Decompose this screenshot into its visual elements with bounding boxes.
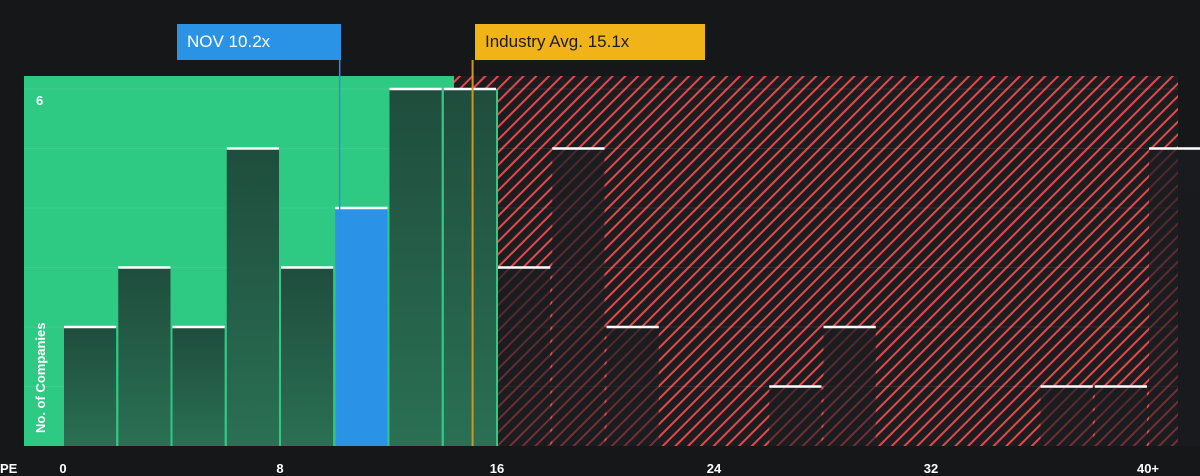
histogram-bars xyxy=(64,87,1200,446)
histogram-bar xyxy=(64,327,117,446)
histogram-bar xyxy=(606,327,659,446)
x-axis-ticks: 0 8 16 24 32 40+ xyxy=(59,461,1159,476)
x-tick-label: 16 xyxy=(490,461,504,476)
x-tick-label: 8 xyxy=(276,461,283,476)
x-axis-label: PE xyxy=(0,461,18,476)
x-tick-label: 32 xyxy=(924,461,938,476)
x-tick-label: 24 xyxy=(707,461,722,476)
histogram-bar xyxy=(226,148,279,446)
histogram-bar xyxy=(552,148,605,446)
histogram-bar xyxy=(498,267,551,446)
histogram-bar xyxy=(118,267,171,446)
x-tick-label: 0 xyxy=(59,461,66,476)
industry-average-callout: Industry Avg. 15.1x xyxy=(475,24,705,60)
histogram-bar xyxy=(443,89,496,446)
y-axis-title: No. of Companies xyxy=(33,322,48,433)
markers xyxy=(338,60,474,446)
company-pe-callout: NOV 10.2x xyxy=(177,24,341,60)
histogram-bar xyxy=(172,327,225,446)
y-tick-label: 6 xyxy=(36,93,43,108)
histogram-bar xyxy=(389,89,442,446)
histogram-bar xyxy=(281,267,334,446)
histogram-bar xyxy=(1094,386,1147,446)
histogram-bar xyxy=(1040,386,1093,446)
x-tick-label: 40+ xyxy=(1137,461,1159,476)
histogram-bar xyxy=(1149,148,1200,446)
histogram-bar xyxy=(335,208,388,446)
histogram-bar xyxy=(769,386,822,446)
histogram-bar xyxy=(823,327,876,446)
